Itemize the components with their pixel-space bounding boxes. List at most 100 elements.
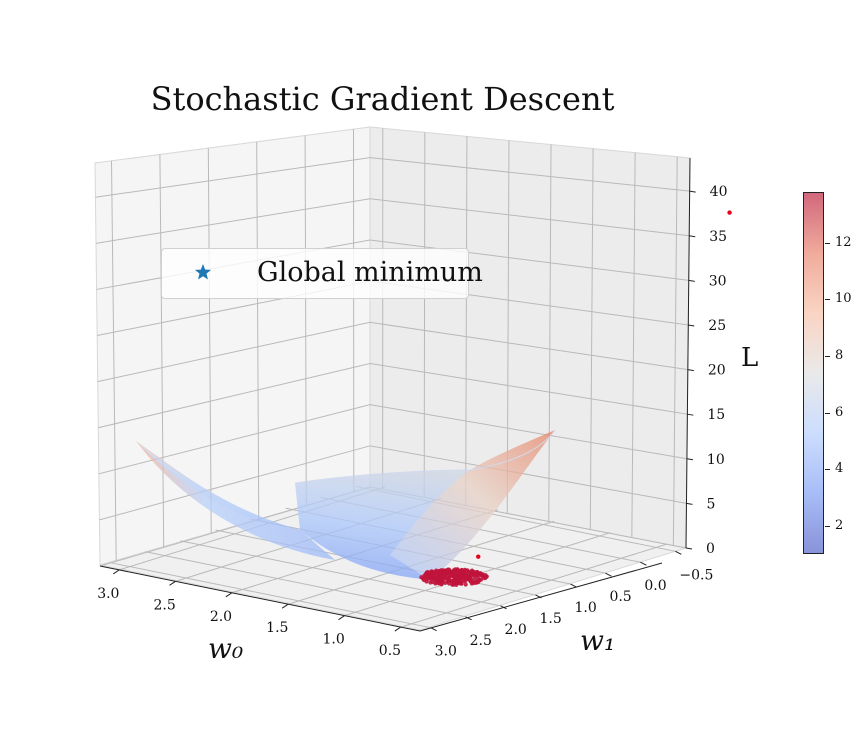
- z-gridline: [97, 321, 688, 383]
- y-tick-label: 2.5: [470, 633, 492, 649]
- z-tick: [689, 235, 696, 238]
- x-tick-label: 2.0: [210, 609, 232, 625]
- z-tick-label: 40: [710, 184, 728, 200]
- y-tick: [640, 561, 647, 566]
- x-gridline-floor: [400, 543, 667, 628]
- x-axis-line: [99, 565, 421, 632]
- colorbar-tick-label: 12: [835, 234, 852, 250]
- z-tick-label: 10: [707, 452, 725, 468]
- sgd-cluster-point: [435, 578, 440, 583]
- sgd-cluster-point: [469, 581, 474, 586]
- z-tick-label: 25: [708, 318, 726, 334]
- x-gridline-wall: [111, 160, 117, 562]
- x-tick: [338, 615, 345, 621]
- z-tick-label: 0: [706, 541, 715, 557]
- y-tick: [675, 550, 682, 555]
- y-tick-label: −0.5: [679, 567, 713, 583]
- colorbar-tick: [825, 299, 830, 301]
- z-tick: [686, 502, 693, 505]
- sgd-cluster-point: [453, 567, 458, 572]
- y-gridline-floor: [145, 551, 466, 618]
- y-tick: [570, 583, 577, 588]
- sgd-cluster-point: [457, 580, 462, 586]
- x-tick: [112, 569, 120, 575]
- sgd-cluster-point: [446, 570, 451, 575]
- x-tick-label: 2.5: [154, 597, 176, 613]
- sgd-cluster-point: [477, 577, 482, 583]
- colorbar-tick-label: 10: [835, 291, 852, 307]
- sgd-cluster-point: [425, 576, 431, 581]
- sgd-cluster-point: [466, 576, 471, 581]
- y-tick-label: 0.0: [644, 578, 666, 594]
- x-axis-label: w₀: [208, 632, 243, 665]
- sgd-cluster-point: [438, 573, 443, 578]
- sgd-cluster-point: [466, 569, 471, 574]
- x-tick: [281, 603, 289, 609]
- colorbar-tick-label: 8: [835, 348, 844, 364]
- sgd-cluster-point: [428, 580, 433, 585]
- colorbar-frame: [803, 192, 824, 554]
- y-tick: [535, 594, 542, 599]
- colorbar-tick-label: 6: [835, 404, 844, 420]
- y-tick: [500, 605, 507, 610]
- sgd-cluster-point: [424, 579, 429, 584]
- z-tick: [687, 413, 694, 416]
- z-tick-label: 20: [708, 363, 726, 379]
- x-tick-label: 3.0: [97, 586, 119, 602]
- colorbar-tick-label: 4: [835, 461, 844, 477]
- y-axis-line: [419, 562, 663, 632]
- sgd-cluster-point: [459, 575, 464, 581]
- sgd-cluster-point: [463, 582, 468, 587]
- surface-right-wing: [390, 430, 555, 580]
- z-axis-line: [685, 157, 691, 549]
- colorbar-tick: [825, 469, 830, 471]
- z-tick: [688, 279, 695, 282]
- z-tick-label: 5: [706, 496, 715, 512]
- colorbar-tick: [825, 525, 830, 527]
- colorbar-tick: [825, 356, 830, 358]
- x-tick-label: 1.0: [322, 632, 344, 648]
- sgd-cluster-point: [470, 570, 475, 575]
- sgd-cluster-point: [422, 573, 427, 578]
- x-tick: [225, 592, 233, 598]
- x-tick-label: 1.5: [266, 620, 288, 636]
- y-tick: [465, 616, 472, 621]
- sgd-cluster-point: [442, 568, 447, 573]
- y-gridline-wall: [423, 132, 426, 498]
- z-tick: [686, 458, 693, 461]
- z-tick: [688, 324, 695, 327]
- y-tick-label: 1.5: [540, 611, 562, 627]
- sgd-cluster-point: [459, 568, 464, 573]
- legend-label-global-minimum: Global minimum: [257, 257, 483, 288]
- x-gridline-wall: [159, 154, 165, 548]
- axis-ticks: 0 5 10 15 20 25 30 35 40 3.0 2.5 2.0 1.5 1.0 0.5 3.0 2.5…: [97, 184, 727, 660]
- sgd-cluster-point: [441, 576, 446, 581]
- surface-top-edge: [294, 429, 556, 484]
- y-gridline-floor: [110, 562, 431, 629]
- y-gridline-floor: [180, 540, 501, 607]
- loss-surface: [136, 429, 556, 580]
- y-tick-label: 2.0: [505, 622, 527, 638]
- sgd-cluster-point: [450, 582, 455, 587]
- sgd-point: [476, 554, 481, 559]
- x-tick-label: 0.5: [379, 643, 401, 659]
- y-tick: [430, 627, 437, 632]
- z-gridline: [95, 198, 690, 244]
- sgd-cluster-point: [455, 576, 460, 581]
- sgd-cluster-point: [430, 575, 435, 581]
- z-gridline: [95, 157, 690, 198]
- z-axis-label: L: [741, 343, 758, 373]
- y-tick-label: 3.0: [435, 644, 457, 660]
- y-gridline-wall: [631, 152, 636, 538]
- z-tick-label: 15: [707, 407, 725, 423]
- y-gridline-wall: [548, 144, 552, 522]
- z-tick: [685, 547, 693, 550]
- colorbar-tick-label: 2: [835, 517, 844, 533]
- x-gridline-wall: [207, 148, 212, 534]
- y-tick-label: 0.5: [609, 589, 631, 605]
- y-gridline-wall: [589, 148, 594, 530]
- sgd-point: [727, 210, 732, 215]
- y-gridline-wall: [672, 156, 678, 546]
- y-tick: [605, 572, 612, 577]
